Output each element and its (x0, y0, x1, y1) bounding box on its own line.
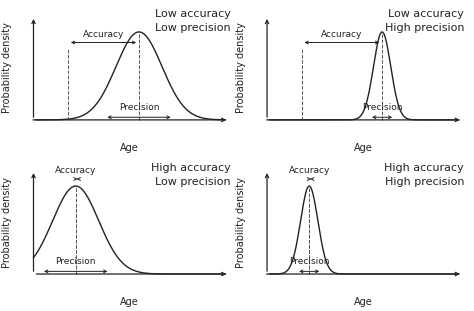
Text: Precision: Precision (289, 257, 329, 266)
Text: Probability density: Probability density (2, 23, 12, 114)
Text: Accuracy: Accuracy (289, 166, 330, 175)
Text: Probability density: Probability density (2, 177, 12, 267)
Text: Precision: Precision (119, 103, 159, 112)
Text: Probability density: Probability density (236, 23, 246, 114)
Text: High accuracy
High precision: High accuracy High precision (384, 163, 464, 187)
Text: Low accuracy
Low precision: Low accuracy Low precision (155, 9, 231, 33)
Text: Precision: Precision (362, 103, 402, 112)
Text: Age: Age (120, 143, 139, 153)
Text: Accuracy: Accuracy (83, 30, 124, 39)
Text: Probability density: Probability density (236, 177, 246, 267)
Text: Age: Age (354, 143, 372, 153)
Text: Age: Age (120, 297, 139, 307)
Text: Age: Age (354, 297, 372, 307)
Text: Precision: Precision (55, 257, 96, 266)
Text: Low accuracy
High precision: Low accuracy High precision (385, 9, 464, 33)
Text: High accuracy
Low precision: High accuracy Low precision (151, 163, 231, 187)
Text: Accuracy: Accuracy (321, 30, 363, 39)
Text: Accuracy: Accuracy (55, 166, 96, 175)
